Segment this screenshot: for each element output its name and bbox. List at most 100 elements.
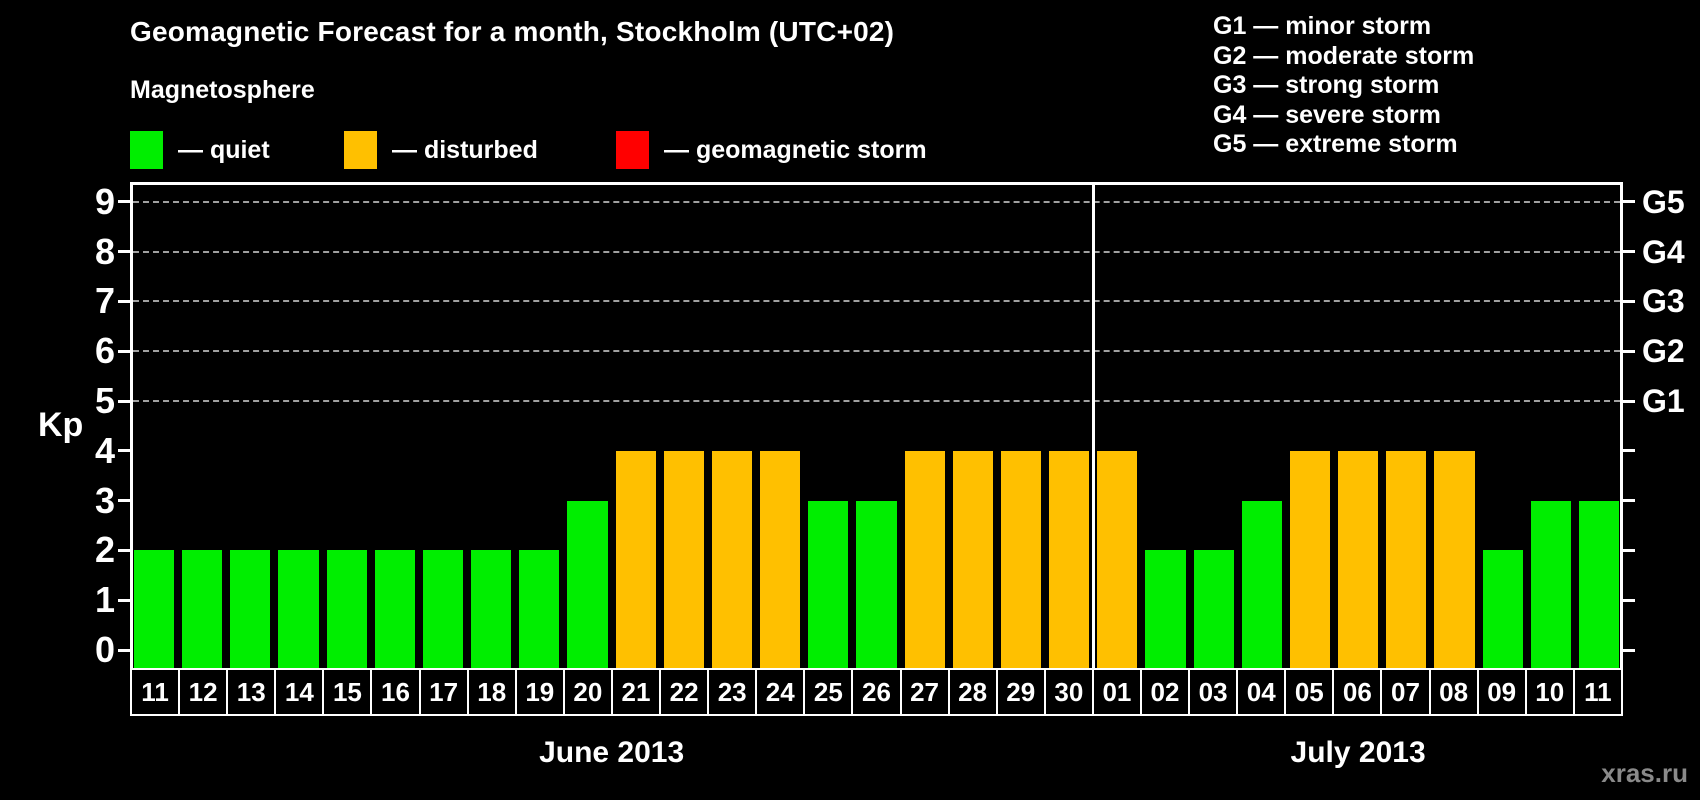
right-axis-label-g3: G3 — [1642, 283, 1685, 320]
y-tick-label-7: 7 — [94, 280, 115, 322]
y-tick-left-4 — [118, 449, 130, 453]
kp-bar-june-20 — [567, 500, 608, 668]
day-cell-june-24: 24 — [757, 670, 806, 714]
day-cell-july-08: 08 — [1431, 670, 1479, 714]
day-cell-june-12: 12 — [180, 670, 229, 714]
day-cell-june-18: 18 — [469, 670, 517, 714]
y-tick-right-9 — [1623, 200, 1635, 204]
day-cell-july-03: 03 — [1190, 670, 1239, 714]
y-tick-label-0: 0 — [94, 629, 115, 670]
y-tick-right-7 — [1623, 299, 1635, 303]
day-cell-july-05: 05 — [1286, 670, 1335, 714]
kp-bar-june-29 — [1000, 450, 1042, 668]
day-cell-june-25: 25 — [805, 670, 854, 714]
right-axis-label-g1: G1 — [1642, 383, 1685, 419]
day-cell-june-20: 20 — [565, 670, 613, 714]
right-axis-label-g4: G4 — [1642, 233, 1685, 270]
kp-bar-july-02 — [1145, 550, 1186, 668]
y-tick-left-2 — [118, 548, 130, 552]
y-tick-label-3: 3 — [94, 479, 115, 521]
y-tick-label-4: 4 — [94, 429, 115, 471]
day-cell-june-28: 28 — [950, 670, 998, 714]
day-cell-july-02: 02 — [1142, 670, 1191, 714]
day-cell-june-29: 29 — [998, 670, 1046, 714]
day-cell-july-09: 09 — [1479, 670, 1527, 714]
legend-label-storm: — geomagnetic storm — [664, 135, 927, 164]
kp-bar-june-25 — [808, 500, 849, 668]
y-tick-right-0 — [1623, 648, 1635, 652]
magnetosphere-legend-title: Magnetosphere — [130, 76, 315, 104]
legend-swatch-storm — [616, 131, 649, 169]
right-axis-label-g2: G2 — [1642, 333, 1685, 370]
kp-bar-july-10 — [1530, 500, 1571, 668]
y-tick-left-1 — [118, 598, 130, 602]
y-tick-right-4 — [1623, 449, 1635, 453]
day-cell-june-30: 30 — [1046, 670, 1094, 714]
month-label-june: June 2013 — [539, 736, 685, 769]
gridline-kp5 — [133, 400, 1620, 402]
legend-item-quiet: — quiet — [130, 131, 270, 169]
right-axis-label-g5: G5 — [1642, 183, 1685, 220]
kp-bar-june-24 — [760, 450, 801, 668]
legend-item-disturbed: — disturbed — [344, 131, 538, 169]
gridline-kp6 — [133, 350, 1620, 353]
kp-bar-june-16 — [374, 550, 415, 668]
day-cell-july-11: 11 — [1584, 676, 1612, 707]
y-tick-left-7 — [118, 299, 130, 303]
kp-bar-july-08 — [1434, 450, 1475, 668]
kp-bar-july-07 — [1386, 450, 1427, 668]
day-cell-june-21: 21 — [613, 670, 662, 714]
kp-bar-june-15 — [326, 550, 367, 668]
legend-item-storm: — geomagnetic storm — [616, 131, 927, 169]
plot-frame — [130, 182, 1623, 668]
y-tick-label-8: 8 — [94, 230, 115, 272]
kp-bar-june-30 — [1049, 450, 1090, 668]
day-cell-june-14: 14 — [276, 670, 325, 714]
kp-bar-july-03 — [1193, 550, 1234, 668]
g-legend-line-1: G1 — minor storm — [1213, 12, 1432, 40]
legend-swatch-quiet — [130, 131, 163, 169]
y-tick-label-9: 9 — [94, 180, 115, 222]
day-cell-july-10: 10 — [1527, 670, 1575, 714]
month-divider — [1091, 182, 1095, 668]
y-tick-label-6: 6 — [94, 330, 115, 372]
gridline-kp8 — [133, 250, 1620, 253]
y-tick-left-9 — [118, 200, 130, 204]
kp-bar-june-17 — [422, 550, 464, 668]
y-tick-label-1: 1 — [94, 579, 115, 621]
legend-label-disturbed: — disturbed — [392, 135, 538, 164]
y-tick-right-8 — [1623, 250, 1635, 254]
y-tick-right-1 — [1623, 598, 1635, 602]
y-tick-right-5 — [1623, 399, 1635, 403]
day-cell-june-13: 13 — [228, 670, 277, 714]
y-axis-title: Kp — [38, 406, 84, 444]
kp-bar-june-23 — [711, 450, 753, 668]
kp-bar-june-19 — [519, 550, 560, 668]
kp-bar-june-26 — [856, 500, 897, 668]
kp-bar-july-01 — [1097, 450, 1138, 668]
kp-bar-june-14 — [278, 550, 319, 668]
kp-bar-june-21 — [615, 450, 656, 668]
y-tick-right-3 — [1623, 499, 1635, 503]
kp-bar-june-27 — [904, 450, 945, 668]
legend-label-quiet: — quiet — [178, 135, 270, 164]
kp-bar-june-11 — [134, 550, 175, 668]
day-axis-row: 11 12 13 14 15 16 17 18 19 20 21 22 23 24 25 26 27 28 29 30… — [130, 668, 1623, 716]
kp-bar-july-06 — [1338, 450, 1379, 668]
month-label-july: July 2013 — [1290, 736, 1426, 769]
day-cell-july-01: 01 — [1094, 670, 1142, 714]
legend-swatch-disturbed — [344, 131, 377, 169]
kp-bar-june-18 — [471, 550, 512, 668]
y-tick-left-3 — [118, 499, 130, 503]
day-cell-june-11: 11 — [132, 670, 181, 714]
day-cell-june-16: 16 — [372, 670, 421, 714]
g-legend-line-4: G4 — severe storm — [1213, 100, 1441, 129]
watermark: xras.ru — [1601, 758, 1688, 788]
g-legend-line-3: G3 — strong storm — [1213, 71, 1440, 100]
day-cell-june-27: 27 — [902, 670, 950, 714]
day-cell-june-17: 17 — [421, 670, 469, 714]
y-tick-right-6 — [1623, 349, 1635, 353]
day-cell-july-07: 07 — [1382, 670, 1431, 714]
g-legend-line-2: G2 — moderate storm — [1213, 41, 1475, 70]
